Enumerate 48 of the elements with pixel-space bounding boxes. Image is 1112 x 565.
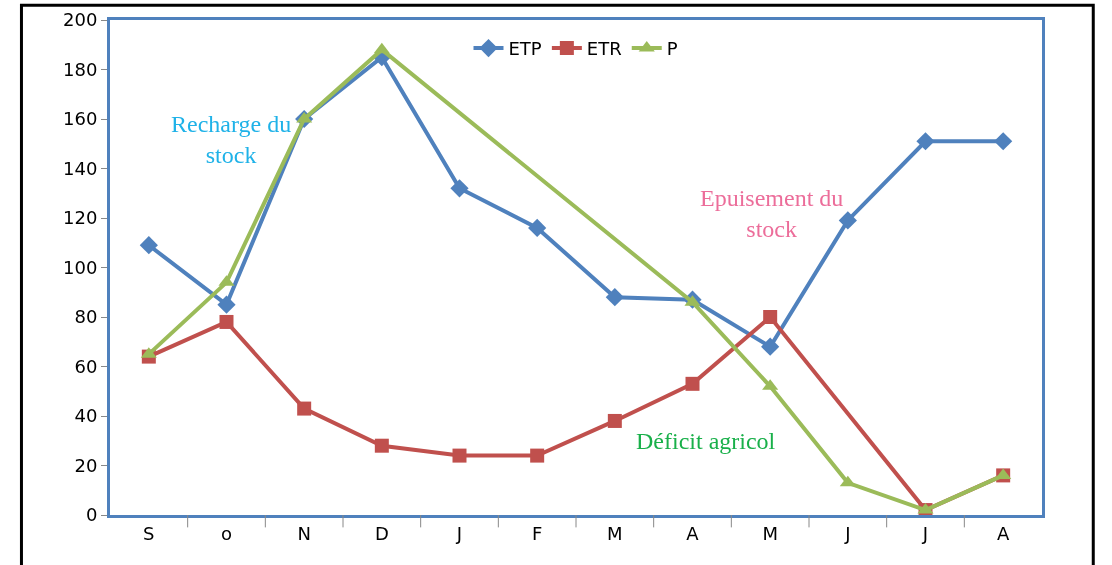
y-tick-label: 60	[74, 355, 98, 377]
x-tick-label: J	[921, 522, 929, 544]
y-tick-label: 120	[63, 207, 98, 229]
point	[139, 236, 158, 255]
legend-label: ETP	[508, 38, 542, 60]
point	[374, 438, 389, 453]
y-tick-label: 180	[63, 58, 98, 80]
point	[761, 337, 780, 356]
point	[763, 310, 778, 324]
x-tick-label: A	[997, 522, 1011, 544]
point	[297, 401, 312, 416]
x-tick-label: J	[844, 522, 851, 544]
x-tick-label: M	[762, 522, 778, 544]
y-tick-label: 140	[63, 157, 98, 179]
x-tick-label: J	[455, 522, 463, 544]
legend-label: P	[666, 38, 678, 60]
y-tick-label: 20	[74, 454, 98, 476]
point	[605, 288, 624, 307]
point	[219, 314, 234, 329]
annotation: Epuisement du stock	[700, 185, 844, 243]
point	[452, 448, 467, 463]
y-tick-label: 200	[63, 9, 98, 31]
point	[217, 295, 236, 314]
x-tick-label: N	[297, 522, 311, 544]
point	[607, 413, 622, 428]
x-tick-label: A	[686, 522, 700, 544]
x-tick-label: D	[374, 522, 389, 544]
annotation: Déficit agricol	[636, 428, 776, 454]
point	[916, 132, 935, 151]
y-tick-label: 0	[85, 504, 98, 526]
point	[528, 218, 547, 237]
y-tick-label: 100	[63, 256, 98, 278]
x-tick-label: M	[607, 522, 623, 544]
x-tick-label: S	[143, 522, 155, 544]
point	[530, 448, 545, 463]
x-tick-label: o	[220, 522, 233, 544]
y-tick-label: 80	[74, 306, 98, 328]
annotation: Recharge du stock	[171, 111, 292, 169]
point	[994, 132, 1013, 151]
point	[839, 475, 856, 487]
point	[373, 42, 390, 54]
legend-label: ETR	[586, 38, 622, 60]
point	[838, 211, 857, 230]
y-tick-label: 160	[63, 108, 98, 130]
point	[450, 179, 469, 198]
y-tick-label: 40	[74, 405, 98, 427]
x-tick-label: F	[531, 522, 543, 544]
point	[685, 376, 700, 391]
